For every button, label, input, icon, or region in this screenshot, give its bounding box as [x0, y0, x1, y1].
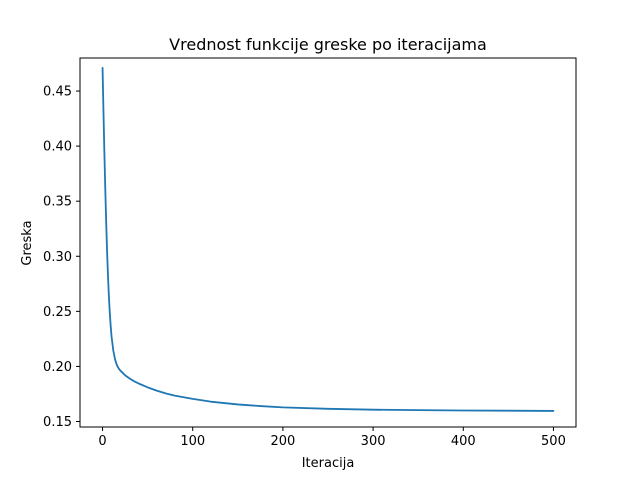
y-tick-label: 0.40 — [43, 140, 72, 155]
y-tick-label: 0.35 — [43, 195, 72, 210]
x-tick-label: 200 — [270, 434, 295, 449]
chart-title: Vrednost funkcije greske po iteracijama — [169, 35, 487, 54]
series-line-greska — [101, 67, 555, 412]
series-layer — [101, 67, 555, 412]
x-axis: 0 100 200 300 400 500 — [98, 427, 566, 449]
y-tick-label: 0.25 — [43, 305, 72, 320]
plot-area — [79, 57, 577, 428]
x-axis-label: Iteracija — [302, 456, 355, 471]
x-tick-label: 400 — [451, 434, 476, 449]
y-tick-label: 0.45 — [43, 85, 72, 100]
x-tick-label: 500 — [541, 434, 566, 449]
y-tick-label: 0.15 — [43, 415, 72, 430]
x-tick-label: 100 — [180, 434, 205, 449]
y-axis-label: Greska — [20, 220, 35, 265]
y-tick-label: 0.20 — [43, 360, 72, 375]
x-tick-label: 300 — [361, 434, 386, 449]
y-tick-label: 0.30 — [43, 250, 72, 265]
y-axis: 0.15 0.20 0.25 0.30 0.35 0.40 0.45 — [43, 85, 80, 430]
x-tick-label: 0 — [98, 434, 106, 449]
